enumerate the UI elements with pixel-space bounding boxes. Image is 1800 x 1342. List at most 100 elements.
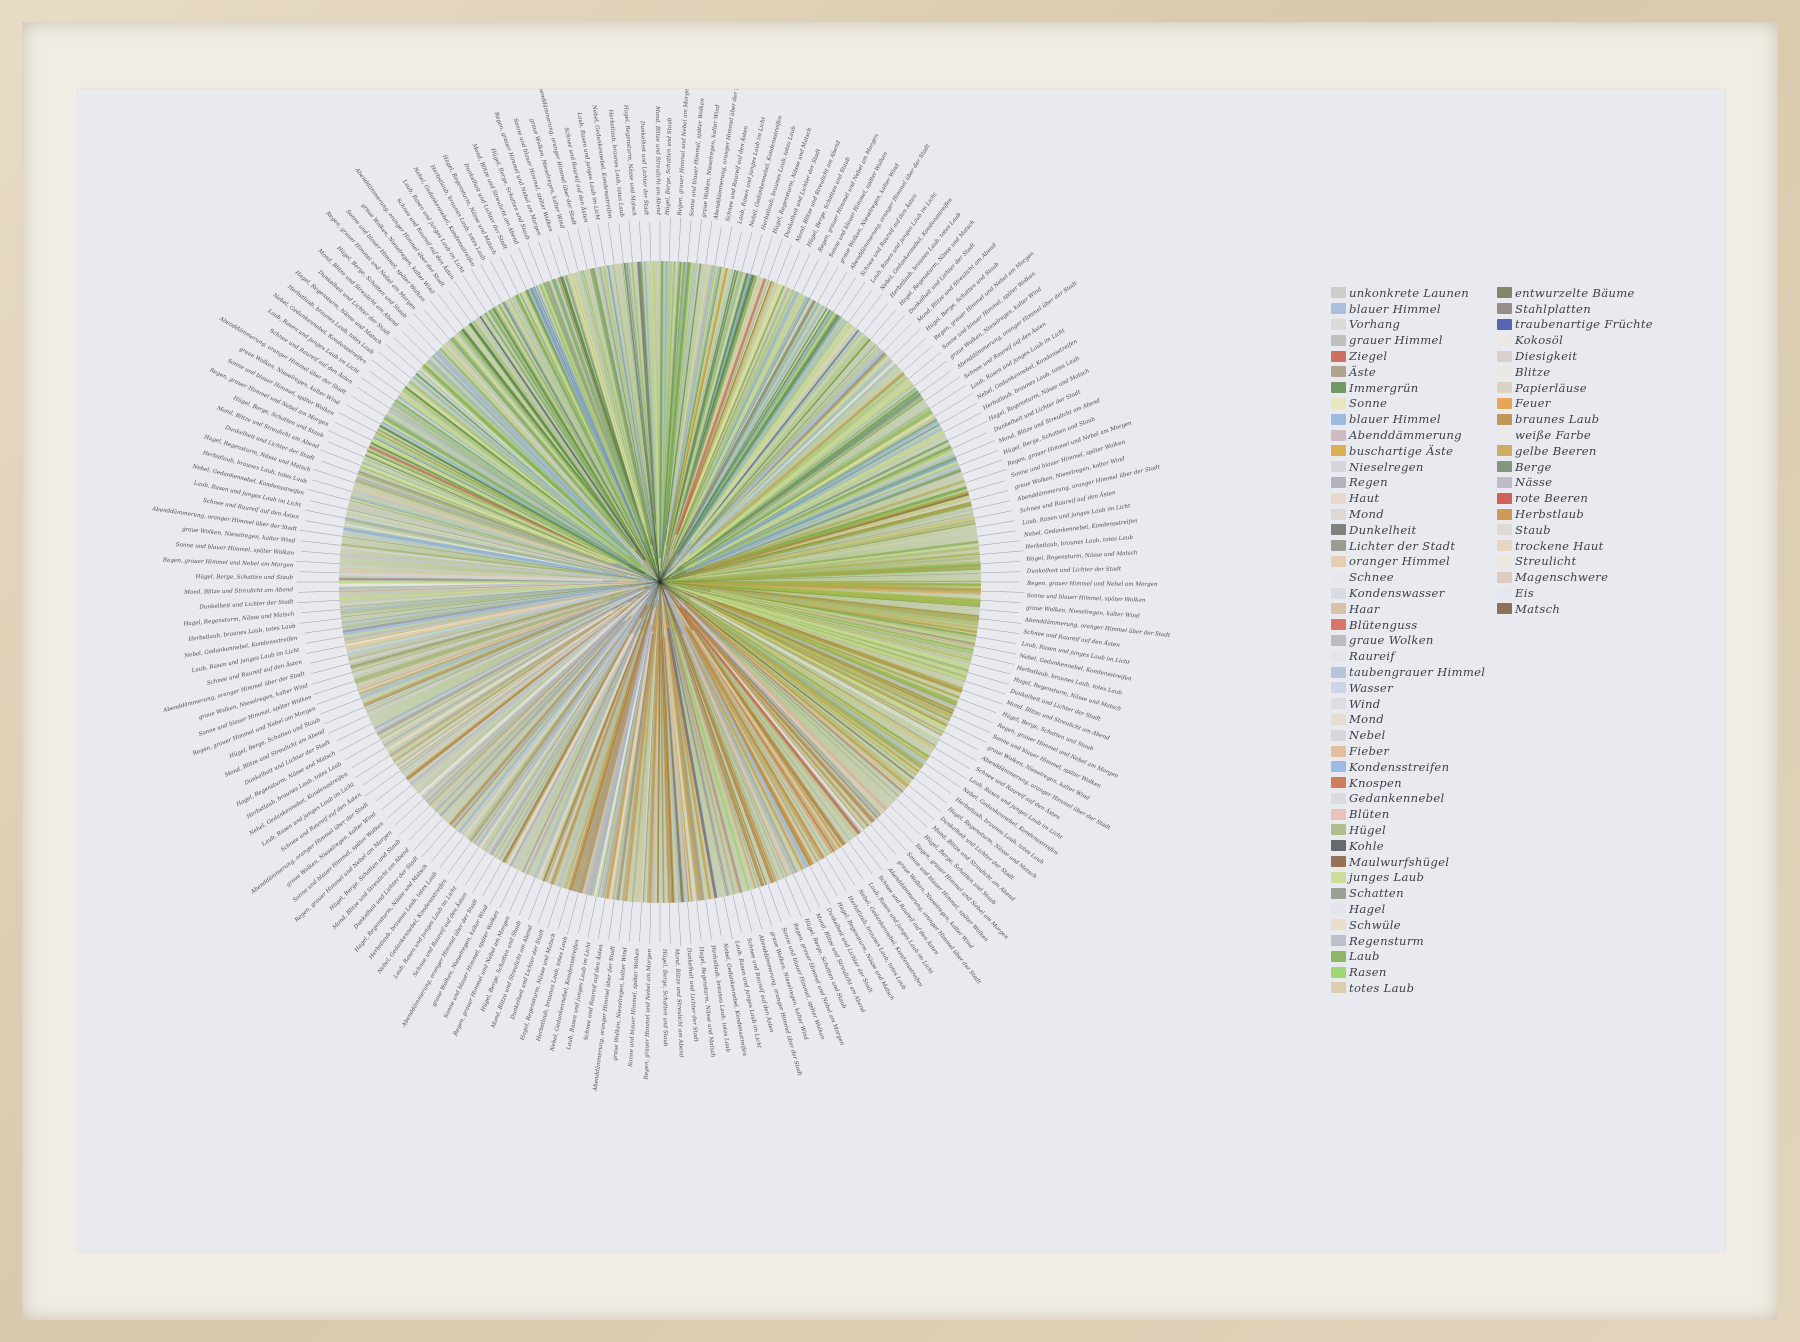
ray-line <box>547 887 562 929</box>
ray-line <box>678 902 682 946</box>
disc-color-ray <box>670 302 824 563</box>
disc-pencil-ray <box>432 581 661 810</box>
disc-color-ray <box>444 340 661 583</box>
ray-line <box>336 723 373 741</box>
disc-color-ray <box>698 485 969 571</box>
ray-line <box>980 600 1021 603</box>
disc-color-ray <box>660 595 697 903</box>
legend-item: grauer Himmel <box>1331 332 1491 348</box>
disc-pencil-ray <box>659 581 878 819</box>
disc-color-ray <box>559 274 644 528</box>
ray-line <box>578 894 588 934</box>
disc-color-ray <box>682 597 926 768</box>
legend-label: Regensturm <box>1349 933 1424 948</box>
ray-line <box>296 560 340 564</box>
disc-pencil-ray <box>659 581 976 644</box>
disc-pencil-ray <box>531 287 661 583</box>
ray-line <box>300 550 341 555</box>
disc-pencil-ray <box>659 447 952 583</box>
legend-label: rote Beeren <box>1515 491 1589 506</box>
ray-line <box>510 253 527 291</box>
disc-pencil-ray <box>339 578 661 583</box>
legend-label: Blitze <box>1515 364 1551 379</box>
disc-color-ray <box>343 588 624 650</box>
legend-swatch <box>1331 871 1346 883</box>
ray-line <box>305 520 344 528</box>
disc-color-ray <box>665 360 897 578</box>
disc-color-ray <box>485 600 650 856</box>
ray-line <box>304 627 343 634</box>
disc-color-ray <box>339 583 631 603</box>
disc-pencil-ray <box>659 287 789 583</box>
disc-color-ray <box>699 389 922 554</box>
legend-label: Rasen <box>1349 965 1387 980</box>
disc-pencil-ray <box>383 581 661 746</box>
legend-label: Kohle <box>1349 838 1384 853</box>
ray-line <box>351 395 386 417</box>
ring-note: Sonne und blauer Himmel, später Wolken <box>628 948 641 1067</box>
disc-pencil-ray <box>659 581 843 846</box>
ray-line <box>301 540 342 546</box>
legend-item: totes Laub <box>1331 980 1491 996</box>
legend-swatch <box>1331 777 1346 789</box>
ray-line <box>618 223 624 264</box>
ray-line <box>490 260 511 299</box>
legend-label: Knospen <box>1349 775 1402 790</box>
legend-swatch <box>1331 887 1346 899</box>
disc-pencil-ray <box>613 264 661 583</box>
disc-color-ray <box>661 261 675 528</box>
disc-color-ray <box>352 595 616 685</box>
disc-color-ray <box>443 620 626 823</box>
ray-line <box>876 818 907 851</box>
disc-pencil-ray <box>659 292 800 583</box>
legend-label: Lichter der Stadt <box>1349 538 1456 553</box>
legend-label: Gedankennebel <box>1349 791 1445 806</box>
disc-color-ray <box>700 502 974 574</box>
disc-color-ray <box>482 311 631 537</box>
disc-color-ray <box>709 605 952 723</box>
disc-color-ray <box>421 362 659 581</box>
legend-item: Diesigkeit <box>1497 348 1669 364</box>
disc-color-ray <box>393 608 621 766</box>
ray-line <box>980 561 1020 564</box>
disc-color-ray <box>687 600 925 770</box>
ray-line <box>972 654 1015 665</box>
disc-color-ray <box>557 274 653 556</box>
disc-color-ray <box>536 629 642 882</box>
disc-color-ray <box>475 587 658 849</box>
legend-item: Schatten <box>1331 885 1491 901</box>
ray-line <box>741 231 753 272</box>
disc-color-ray <box>659 640 665 903</box>
ray-line <box>369 370 401 394</box>
ray-line <box>809 865 831 905</box>
ray-line <box>639 221 642 262</box>
disc-pencil-ray <box>356 476 661 583</box>
disc-pencil-ray <box>659 581 683 903</box>
legend-item: Wasser <box>1331 680 1491 696</box>
disc-color-ray <box>378 421 629 565</box>
ray-line <box>320 698 361 715</box>
legend-item: Laub <box>1331 948 1491 964</box>
legend-swatch <box>1331 350 1346 362</box>
disc-color-ray <box>683 597 931 760</box>
ring-note: Herbstlaub, braunes Laub, totes Laub <box>1024 535 1134 551</box>
legend-label: Berge <box>1515 459 1552 474</box>
disc-pencil-ray <box>564 275 661 583</box>
disc-color-ray <box>524 590 658 877</box>
ray-line <box>924 376 961 402</box>
disc-color-ray <box>509 296 640 544</box>
disc-color-ray <box>688 585 980 630</box>
disc-pencil-ray <box>565 581 661 889</box>
disc-color-ray <box>451 333 638 556</box>
disc-pencil-ray <box>491 308 661 583</box>
disc-color-ray <box>656 615 661 903</box>
ray-line <box>855 836 883 871</box>
ray-line <box>793 873 812 913</box>
legend-swatch <box>1331 571 1346 583</box>
disc-color-ray <box>463 591 653 840</box>
disc-color-ray <box>471 318 628 536</box>
legend-swatch <box>1497 318 1512 330</box>
disc-color-ray <box>689 331 867 546</box>
disc-color-ray <box>677 599 890 812</box>
ray-line <box>947 723 987 743</box>
